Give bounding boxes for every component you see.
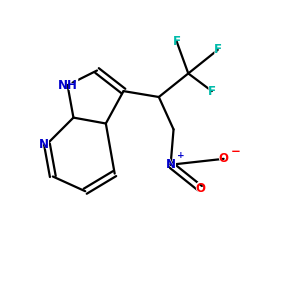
Text: O: O xyxy=(219,152,229,165)
Text: O: O xyxy=(195,182,205,195)
Text: N: N xyxy=(38,136,50,152)
Text: F: F xyxy=(207,84,217,99)
Text: −: − xyxy=(230,145,240,158)
Text: NH: NH xyxy=(55,78,80,93)
Text: F: F xyxy=(172,34,182,49)
Text: F: F xyxy=(214,44,222,56)
Text: N: N xyxy=(166,158,176,171)
Text: +: + xyxy=(177,152,185,160)
Text: N: N xyxy=(164,157,177,172)
Text: O: O xyxy=(194,181,206,196)
Text: O: O xyxy=(218,151,230,166)
Text: N: N xyxy=(39,138,49,151)
Text: NH: NH xyxy=(58,79,77,92)
Text: F: F xyxy=(208,85,216,98)
Text: F: F xyxy=(213,42,223,57)
Text: F: F xyxy=(172,34,181,48)
